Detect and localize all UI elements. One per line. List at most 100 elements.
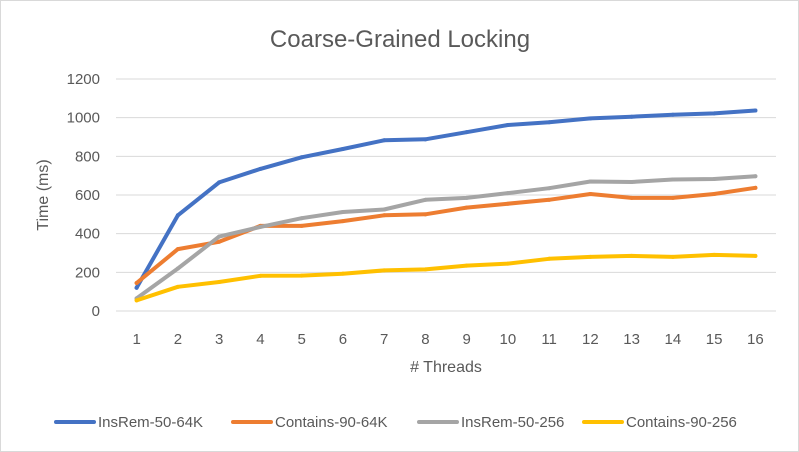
data-point xyxy=(175,284,180,289)
x-tick-label: 4 xyxy=(256,331,264,348)
data-point xyxy=(629,114,634,119)
x-tick-label: 14 xyxy=(665,331,682,348)
series-line-insrem-50-256 xyxy=(134,174,758,301)
x-tick-label: 3 xyxy=(215,331,223,348)
data-point xyxy=(588,192,593,197)
x-tick-label: 10 xyxy=(500,331,517,348)
legend-label: Contains-90-64K xyxy=(275,414,388,431)
data-point xyxy=(299,273,304,278)
x-tick-label: 2 xyxy=(174,331,182,348)
x-tick-label: 15 xyxy=(706,331,723,348)
data-point xyxy=(423,197,428,202)
data-point xyxy=(547,197,552,202)
data-point xyxy=(340,219,345,224)
data-point xyxy=(629,180,634,185)
data-point xyxy=(712,111,717,116)
legend: InsRem-50-64K Contains-90-64K InsRem-50-25… xyxy=(54,414,737,431)
data-point xyxy=(423,137,428,142)
chart-title: Coarse-Grained Locking xyxy=(270,26,530,53)
y-tick-label: 800 xyxy=(75,148,100,165)
y-tick-label: 200 xyxy=(75,264,100,281)
data-point xyxy=(464,263,469,268)
y-axis-ticks: 0 200 400 600 800 1000 1200 xyxy=(67,71,100,320)
y-tick-label: 1200 xyxy=(67,71,100,88)
data-point xyxy=(423,267,428,272)
data-point xyxy=(753,185,758,190)
data-point xyxy=(588,116,593,121)
data-point xyxy=(299,155,304,160)
series-line-insrem-50-64k xyxy=(134,108,758,290)
x-tick-label: 13 xyxy=(623,331,640,348)
series-line-contains-90-64k xyxy=(134,185,758,285)
data-point xyxy=(505,201,510,206)
data-point xyxy=(258,224,263,229)
data-point xyxy=(217,239,222,244)
data-point xyxy=(505,123,510,128)
y-tick-label: 400 xyxy=(75,226,100,243)
data-point xyxy=(464,195,469,200)
x-tick-label: 9 xyxy=(462,331,470,348)
data-point xyxy=(258,273,263,278)
data-point xyxy=(382,268,387,273)
data-point xyxy=(299,223,304,228)
data-point xyxy=(505,261,510,266)
x-axis-label: # Threads xyxy=(410,359,482,376)
data-point xyxy=(464,130,469,135)
data-point xyxy=(670,254,675,259)
data-point xyxy=(217,280,222,284)
y-tick-label: 1000 xyxy=(67,110,100,127)
y-tick-label: 0 xyxy=(92,303,100,320)
data-point xyxy=(382,207,387,212)
data-point xyxy=(712,192,717,197)
data-point xyxy=(547,120,552,125)
x-tick-label: 11 xyxy=(541,331,557,348)
data-point xyxy=(134,285,139,290)
data-point xyxy=(258,166,263,171)
data-point xyxy=(382,213,387,218)
data-point xyxy=(299,216,304,221)
data-point xyxy=(340,210,345,215)
data-point xyxy=(547,186,552,191)
data-point xyxy=(217,180,222,185)
legend-label: InsRem-50-64K xyxy=(98,414,203,431)
series-lines xyxy=(134,108,758,303)
data-point xyxy=(505,191,510,196)
data-point xyxy=(175,247,180,252)
data-point xyxy=(340,271,345,276)
data-point xyxy=(712,252,717,257)
x-tick-label: 5 xyxy=(297,331,305,348)
y-tick-label: 600 xyxy=(75,187,100,204)
data-point xyxy=(464,205,469,210)
data-point xyxy=(753,253,758,258)
data-point xyxy=(629,195,634,200)
data-point xyxy=(134,280,139,285)
data-point xyxy=(588,179,593,184)
data-point xyxy=(670,195,675,200)
x-tick-label: 7 xyxy=(380,331,388,348)
data-point xyxy=(753,174,758,179)
data-point xyxy=(340,146,345,151)
legend-label: InsRem-50-256 xyxy=(461,414,564,431)
x-tick-label: 1 xyxy=(132,331,140,348)
data-point xyxy=(670,177,675,182)
y-axis-label: Time (ms) xyxy=(35,159,52,230)
data-point xyxy=(670,112,675,117)
x-tick-label: 16 xyxy=(747,331,764,348)
x-axis-ticks: 1 2 3 4 5 6 7 8 9 10 11 12 13 14 15 16 xyxy=(132,331,763,348)
data-point xyxy=(134,298,139,303)
data-point xyxy=(217,234,222,239)
legend-label: Contains-90-256 xyxy=(626,414,737,431)
x-tick-label: 6 xyxy=(339,331,347,348)
data-point xyxy=(175,266,180,271)
data-point xyxy=(423,212,428,217)
x-tick-label: 12 xyxy=(582,331,599,348)
x-tick-label: 8 xyxy=(421,331,429,348)
data-point xyxy=(547,256,552,261)
data-point xyxy=(382,138,387,143)
series-line-contains-90-256 xyxy=(134,252,758,303)
data-point xyxy=(588,254,593,259)
data-point xyxy=(753,108,758,113)
data-point xyxy=(175,213,180,218)
